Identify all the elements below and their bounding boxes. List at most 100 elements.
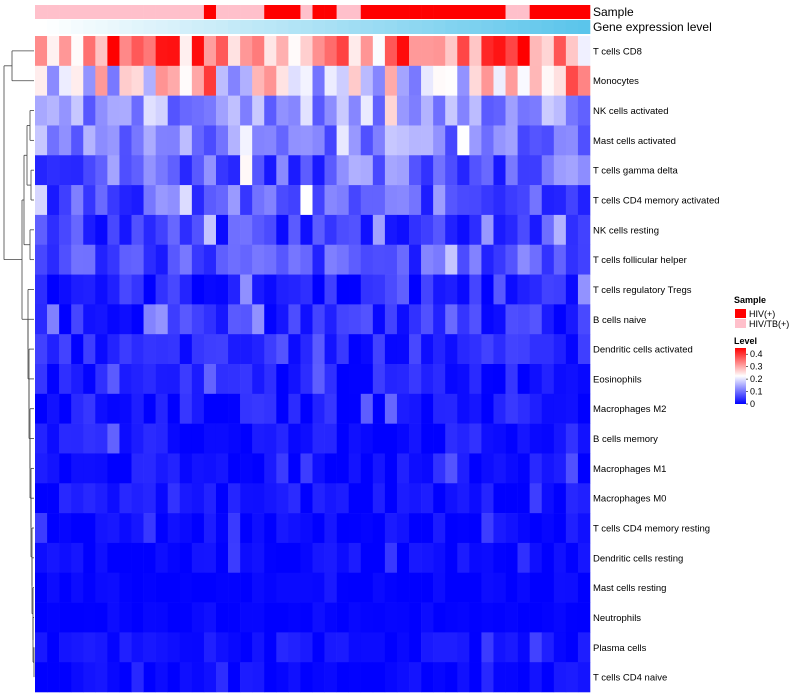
heatmap-cell [131, 602, 144, 633]
heatmap-cell [83, 602, 96, 633]
heatmap-cell [541, 602, 555, 633]
heatmap-cell [191, 274, 205, 305]
heatmap-cell [421, 483, 434, 514]
heatmap-cell [95, 602, 108, 633]
heatmap-cell [481, 214, 494, 246]
heatmap-cell [553, 65, 567, 96]
heatmap-cell [577, 155, 591, 186]
heatmap-cell [71, 334, 84, 365]
heatmap-cell [167, 214, 181, 246]
heatmap-cell [240, 125, 253, 156]
heatmap-cell [143, 364, 156, 395]
heatmap-cell [517, 542, 530, 574]
heatmap-cell [179, 304, 193, 335]
heatmap-cell [577, 423, 591, 454]
heatmap-cell [107, 423, 120, 454]
heatmap-cell [276, 125, 289, 156]
heatmap-cell [312, 602, 325, 633]
heatmap-cells [35, 36, 591, 693]
heatmap-cell [203, 602, 217, 633]
heatmap-cell [276, 602, 289, 633]
sample-track-cell [71, 5, 84, 19]
sample-track-cell [421, 5, 434, 19]
heatmap-cell [360, 274, 374, 305]
heatmap-cell [541, 483, 555, 514]
heatmap-cell [324, 513, 337, 544]
heatmap-cell [107, 274, 120, 305]
heatmap-cell [360, 95, 374, 126]
heatmap-cell [203, 95, 217, 126]
heatmap-cell [348, 453, 362, 484]
row-label: B cells naive [593, 315, 646, 326]
heatmap-cell [360, 304, 374, 335]
heatmap-cell [288, 125, 301, 156]
heatmap-cell [203, 513, 217, 544]
heatmap-cell [372, 632, 386, 663]
heatmap-cell [421, 632, 434, 663]
heatmap-cell [83, 214, 96, 246]
heatmap-cell [312, 423, 325, 454]
level-tick-label: 0.2 [750, 374, 763, 384]
heatmap-cell [529, 572, 543, 603]
heatmap-cell [143, 572, 156, 603]
heatmap-cell [300, 125, 313, 156]
heatmap-cell [348, 483, 362, 514]
heatmap-cell [312, 304, 325, 335]
heatmap-cell [167, 662, 181, 693]
heatmap-cell [433, 334, 446, 365]
heatmap-cell [191, 334, 205, 365]
heatmap-cell [95, 334, 108, 365]
heatmap-cell [481, 393, 494, 424]
heatmap-cell [107, 95, 120, 126]
heatmap-cell [83, 364, 96, 395]
heatmap-cell [505, 334, 518, 365]
heatmap-cell [360, 423, 374, 454]
heatmap-cell [300, 244, 313, 275]
heatmap-cell [324, 185, 337, 216]
heatmap-cell [336, 602, 349, 633]
heatmap-cell [433, 155, 446, 186]
heatmap-cell [276, 304, 289, 335]
heatmap-cell [529, 155, 543, 186]
heatmap-cell [107, 513, 120, 544]
heatmap-cell [505, 155, 518, 186]
heatmap-cell [288, 483, 301, 514]
heatmap-cell [95, 244, 108, 275]
heatmap-cell [312, 572, 325, 603]
heatmap-cell [252, 155, 265, 186]
heatmap-cell [553, 483, 567, 514]
heatmap-cell [228, 423, 241, 454]
heatmap-cell [505, 393, 518, 424]
heatmap-cell [179, 483, 193, 514]
heatmap-cell [493, 423, 506, 454]
heatmap-cell [71, 185, 84, 216]
heatmap-cell [457, 334, 470, 365]
heatmap-cell [565, 304, 579, 335]
heatmap-cell [517, 95, 530, 126]
heatmap-cell [396, 632, 410, 663]
heatmap-cell [179, 185, 193, 216]
heatmap-cell [276, 572, 289, 603]
heatmap-cell [421, 214, 434, 246]
heatmap-cell [155, 65, 169, 96]
heatmap-cell [215, 125, 229, 156]
heatmap-cell [445, 364, 458, 395]
heatmap-cell [107, 662, 120, 693]
heatmap-cell [360, 602, 374, 633]
heatmap-cell [336, 65, 349, 96]
heatmap-cell [131, 364, 144, 395]
heatmap-cell [179, 155, 193, 186]
expression-track-cell [71, 20, 84, 34]
heatmap-cell [264, 65, 277, 96]
heatmap-cell [203, 274, 217, 305]
heatmap-cell [300, 304, 313, 335]
heatmap-cell [203, 632, 217, 663]
heatmap-cell [179, 423, 193, 454]
heatmap-cell [529, 632, 543, 663]
legend-swatch-hivtb [735, 319, 746, 328]
heatmap-cell [553, 364, 567, 395]
legend-level-title: Level [734, 336, 757, 346]
heatmap-cell [348, 155, 362, 186]
heatmap-cell [215, 334, 229, 365]
heatmap-cell [493, 65, 506, 96]
